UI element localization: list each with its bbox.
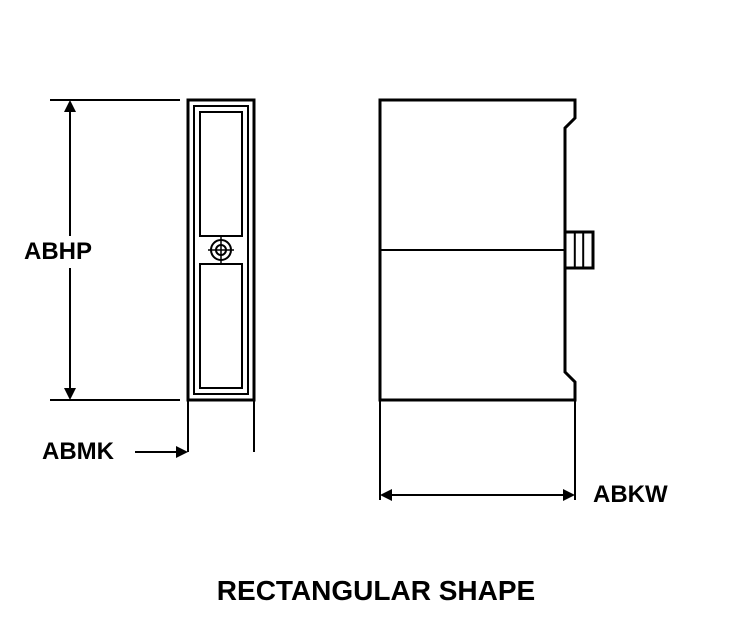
label-abmk: ABMK xyxy=(42,438,114,466)
diagram-canvas: ABHP ABMK ABKW RECTANGULAR SHAPE xyxy=(0,0,752,640)
diagram-title: RECTANGULAR SHAPE xyxy=(0,575,752,607)
drawing-svg xyxy=(0,0,752,640)
label-abkw: ABKW xyxy=(593,481,668,509)
label-abhp: ABHP xyxy=(20,236,96,268)
